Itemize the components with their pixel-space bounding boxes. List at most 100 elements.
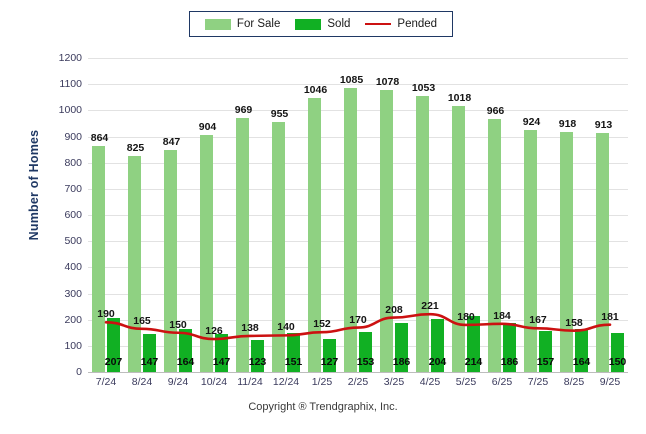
value-label-pended: 221 (421, 300, 439, 313)
legend-item-label: Pended (397, 18, 438, 30)
x-axis-tick: 6/25 (491, 376, 513, 388)
y-axis-tick: 0 (76, 366, 82, 378)
value-label-pended: 126 (205, 325, 223, 338)
category-group: 847 164 150 (160, 58, 196, 372)
bar-for-sale[interactable] (199, 135, 214, 372)
value-label-for-sale: 955 (270, 108, 289, 121)
x-axis-tick: 8/24 (131, 376, 153, 388)
bar-for-sale[interactable] (235, 118, 250, 372)
value-label-pended: 170 (349, 313, 367, 326)
bar-sold[interactable] (610, 332, 625, 372)
x-axis-tick: 7/24 (95, 376, 117, 388)
category-group: 918 164 158 (556, 58, 592, 372)
y-axis-tick: 900 (64, 130, 82, 143)
x-axis-tick: 5/25 (455, 376, 477, 388)
gridline-800 (88, 162, 628, 164)
bar-for-sale[interactable] (415, 96, 430, 372)
bar-for-sale[interactable] (127, 156, 142, 372)
value-label-sold: 214 (464, 356, 483, 368)
category-group: 1018 214 180 (448, 58, 484, 372)
bar-for-sale[interactable] (163, 150, 178, 372)
value-label-for-sale: 1018 (447, 91, 472, 104)
bar-sold[interactable] (538, 330, 553, 372)
value-label-sold: 164 (572, 356, 591, 368)
bar-sold[interactable] (286, 332, 301, 372)
category-group: 955 151 140 (268, 58, 304, 372)
value-label-pended: 165 (133, 314, 151, 327)
x-axis-tick: 10/24 (200, 376, 228, 388)
x-axis-tick: 11/24 (237, 376, 263, 388)
bar-for-sale[interactable] (595, 133, 610, 372)
value-label-sold: 150 (608, 356, 627, 368)
value-label-for-sale: 1085 (339, 74, 364, 87)
value-label-pended: 184 (493, 309, 511, 322)
category-group: 966 186 184 (484, 58, 520, 372)
value-label-for-sale: 825 (126, 142, 145, 155)
value-label-for-sale: 913 (594, 119, 613, 132)
gridline-300 (88, 293, 628, 295)
x-axis-tick: 4/25 (419, 376, 441, 388)
gridline-100 (88, 345, 628, 347)
bar-for-sale[interactable] (91, 145, 106, 372)
x-axis-tick: 8/25 (563, 376, 585, 388)
bar-for-sale[interactable] (307, 98, 322, 372)
bar-for-sale[interactable] (487, 119, 502, 372)
gridline-600 (88, 215, 628, 216)
value-label-for-sale: 969 (234, 104, 253, 117)
bar-for-sale[interactable] (559, 131, 574, 372)
value-label-for-sale: 904 (198, 121, 217, 134)
value-label-sold: 147 (212, 356, 231, 368)
gridline-1200 (88, 58, 628, 59)
legend-item-pended[interactable]: Pended (365, 18, 437, 30)
y-axis-tick: 1000 (58, 104, 82, 117)
gridline-0 (88, 372, 628, 373)
value-label-for-sale: 924 (522, 116, 541, 129)
bar-for-sale[interactable] (523, 130, 538, 372)
legend-item-sold[interactable]: Sold (295, 18, 350, 30)
category-group: 913 150 181 (592, 58, 628, 372)
value-label-for-sale: 864 (90, 131, 109, 144)
bar-sold[interactable] (358, 331, 373, 372)
legend-item-label: For Sale (236, 18, 281, 30)
value-label-sold: 207 (104, 356, 123, 368)
bar-for-sale[interactable] (451, 105, 466, 372)
value-label-sold: 127 (320, 356, 339, 368)
value-label-for-sale: 1053 (411, 82, 436, 95)
legend-swatch-sold (295, 18, 322, 30)
gridline-700 (88, 188, 628, 190)
bar-for-sale[interactable] (343, 88, 358, 372)
category-group: 1053 204 221 (412, 58, 448, 372)
x-axis-tick: 9/25 (599, 376, 621, 388)
value-label-sold: 204 (428, 356, 447, 368)
x-axis-tick: 12/24 (272, 376, 300, 388)
gridline-1000 (88, 110, 628, 112)
bar-sold[interactable] (214, 333, 229, 372)
category-group: 1046 127 152 (304, 58, 340, 372)
gridline-900 (88, 136, 628, 138)
category-group: 825 147 165 (124, 58, 160, 372)
value-label-pended: 158 (565, 316, 583, 329)
bar-sold[interactable] (322, 338, 337, 372)
bar-for-sale[interactable] (271, 122, 286, 372)
bar-sold[interactable] (142, 333, 157, 372)
x-axis-tick: 7/25 (527, 376, 549, 388)
copyright-notice: Copyright ® Trendgraphix, Inc. (248, 401, 398, 413)
gridline-1100 (88, 84, 628, 86)
bar-sold[interactable] (250, 339, 265, 372)
y-axis-tick: 100 (64, 339, 82, 352)
value-label-sold: 186 (392, 356, 411, 368)
legend-line-pended (365, 23, 392, 25)
value-label-sold: 151 (284, 356, 303, 368)
y-axis-tick: 600 (64, 209, 82, 221)
legend-item-for-sale[interactable]: For Sale (204, 18, 281, 30)
value-label-for-sale: 847 (162, 136, 181, 149)
value-label-pended: 190 (97, 308, 115, 321)
y-axis-tick: 200 (64, 313, 82, 326)
value-label-for-sale: 1078 (375, 75, 400, 88)
value-label-sold: 186 (500, 356, 519, 368)
category-group: 924 157 167 (520, 58, 556, 372)
y-axis-tick: 1100 (59, 78, 82, 91)
y-axis-tick: 1200 (58, 52, 82, 64)
category-group: 969 123 138 (232, 58, 268, 372)
bar-for-sale[interactable] (379, 89, 394, 372)
